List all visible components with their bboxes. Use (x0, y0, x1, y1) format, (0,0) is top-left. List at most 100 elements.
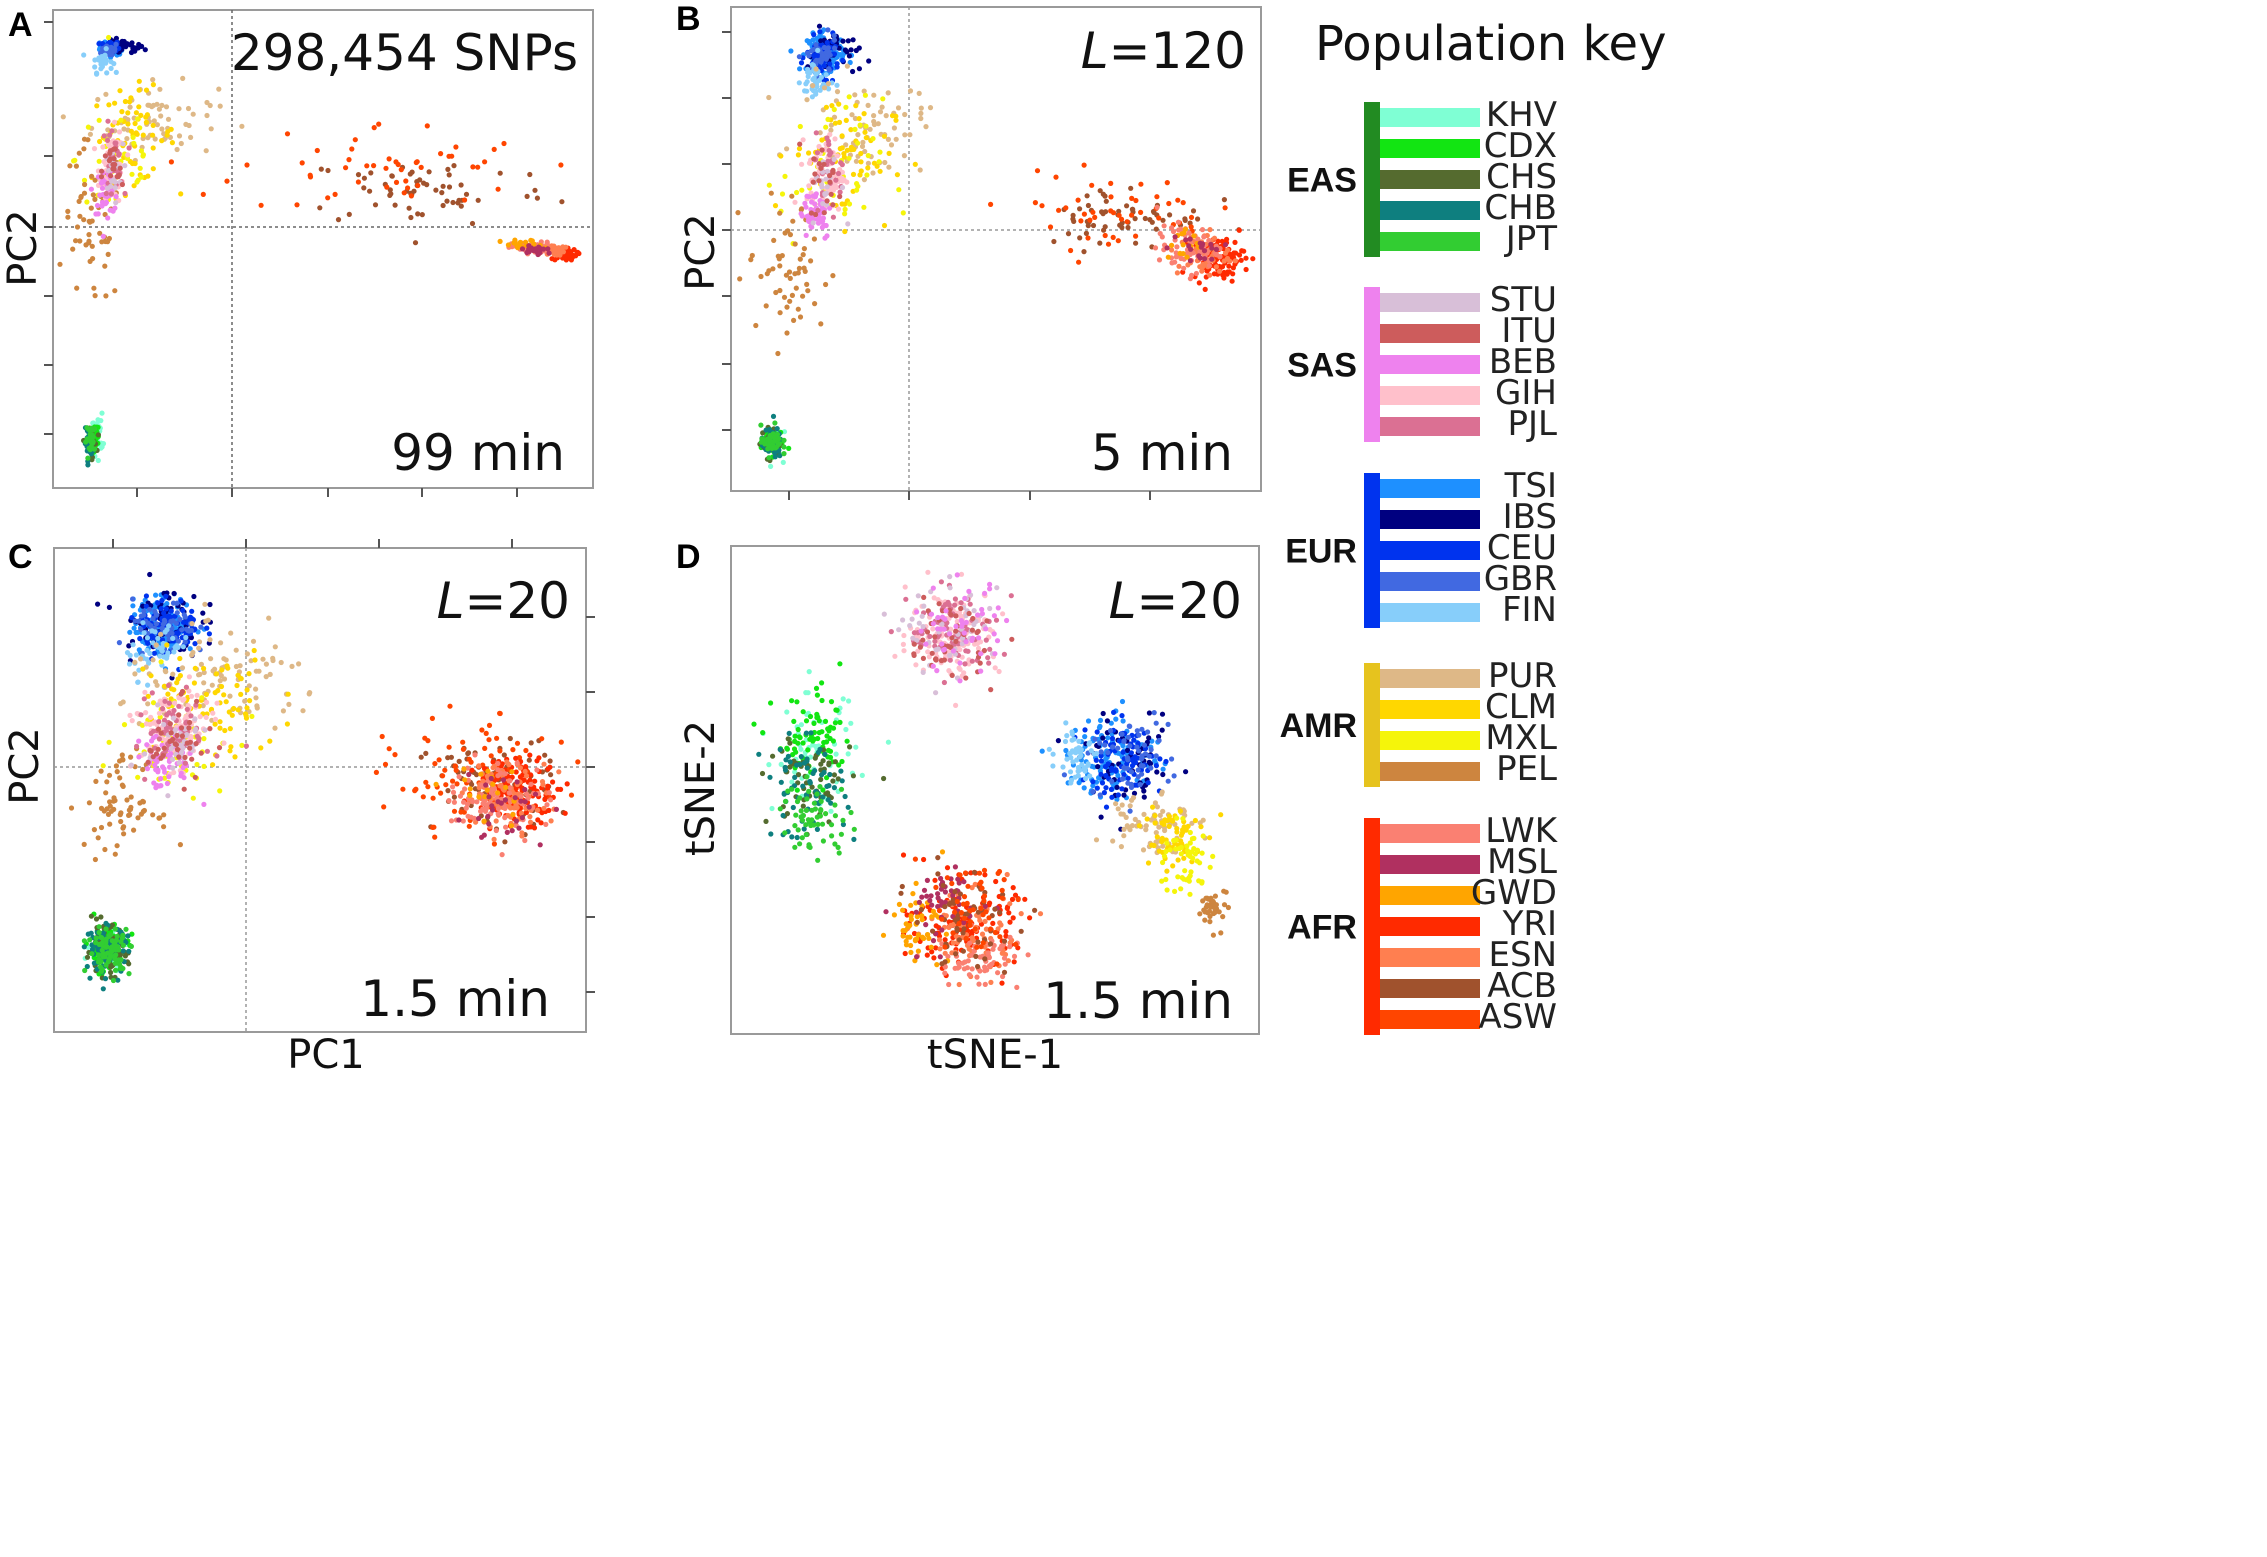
point-gih (913, 662, 919, 668)
point-pur (201, 669, 207, 676)
point-asw (346, 157, 352, 163)
point-fin (144, 635, 151, 641)
point-beb (824, 233, 830, 239)
point-lwk (503, 824, 509, 830)
point-clm (232, 754, 238, 760)
point-cdx (822, 718, 829, 725)
point-asw (454, 781, 460, 787)
point-beb (930, 621, 937, 627)
point-msl (522, 799, 528, 805)
panel-letter-b: B (676, 0, 701, 38)
point-yri (569, 254, 576, 260)
point-gbr (113, 41, 119, 48)
point-pur (180, 75, 186, 81)
point-pur (209, 682, 215, 688)
point-asw (575, 759, 581, 765)
point-mxl (854, 181, 860, 187)
point-beb (181, 775, 187, 781)
point-beb (930, 663, 936, 669)
point-pur (784, 146, 790, 152)
point-asw (1175, 197, 1181, 203)
point-pjl (188, 713, 194, 719)
point-pel (74, 285, 80, 291)
point-gih (143, 710, 149, 716)
point-itu (811, 156, 817, 162)
point-acb (469, 220, 476, 227)
point-itu (984, 618, 990, 624)
point-acb (548, 772, 554, 778)
point-pjl (194, 733, 200, 739)
point-mxl (249, 713, 255, 720)
point-lwk (1214, 252, 1220, 258)
point-asw (1068, 247, 1074, 254)
point-fin (180, 644, 186, 650)
point-asw (453, 144, 459, 150)
point-yri (545, 783, 551, 789)
point-ibs (856, 66, 863, 72)
point-yri (527, 752, 533, 758)
point-acb (524, 193, 530, 199)
point-gih (925, 569, 931, 575)
point-beb (812, 194, 819, 200)
point-asw (442, 767, 448, 773)
point-ceu (189, 608, 195, 614)
point-stu (971, 608, 977, 614)
point-asw (1032, 200, 1038, 206)
point-yri (1243, 255, 1249, 261)
point-cdx (819, 729, 825, 735)
runtime-label: 5 min (1091, 424, 1233, 482)
point-mxl (106, 34, 112, 41)
point-gih (816, 143, 822, 150)
point-clm (125, 110, 131, 116)
point-pur (879, 104, 885, 110)
point-acb (559, 199, 565, 205)
point-yri (490, 759, 496, 765)
point-lwk (534, 767, 540, 773)
point-itu (150, 754, 156, 760)
point-mxl (81, 177, 88, 183)
point-gih (203, 714, 209, 721)
point-pjl (122, 190, 128, 197)
point-beb (991, 631, 997, 637)
point-pjl (156, 719, 162, 725)
point-pel (789, 292, 796, 298)
point-gih (214, 700, 220, 706)
point-beb (113, 194, 119, 200)
point-itu (117, 165, 123, 171)
point-acb (446, 172, 452, 178)
point-clm (122, 98, 128, 105)
point-clm (97, 138, 103, 145)
point-mxl (239, 742, 245, 749)
point-yri (1211, 271, 1217, 277)
point-beb (987, 581, 993, 588)
point-asw (429, 715, 435, 722)
point-itu (981, 647, 988, 654)
point-asw (418, 164, 424, 170)
point-tsi (797, 66, 803, 72)
point-itu (184, 740, 190, 746)
point-stu (919, 613, 925, 619)
point-gih (954, 618, 960, 624)
point-lwk (450, 789, 457, 796)
point-fin (81, 52, 87, 58)
point-esn (491, 836, 497, 843)
point-chb (851, 836, 857, 843)
point-asw (449, 153, 455, 159)
x-axis-ticks-top (112, 539, 513, 548)
point-acb (361, 185, 367, 191)
point-pjl (164, 712, 170, 718)
point-pjl (1001, 651, 1008, 657)
point-clm (177, 655, 183, 662)
point-pur (233, 647, 239, 653)
point-pjl (141, 696, 147, 702)
point-mxl (201, 736, 207, 742)
point-itu (99, 168, 105, 174)
point-pjl (182, 760, 188, 766)
point-pur (844, 63, 851, 69)
point-pjl (952, 602, 958, 608)
point-lwk (451, 799, 457, 805)
point-stu (947, 585, 953, 591)
point-itu (108, 173, 114, 179)
point-msl (489, 803, 495, 809)
point-pjl (927, 633, 933, 640)
